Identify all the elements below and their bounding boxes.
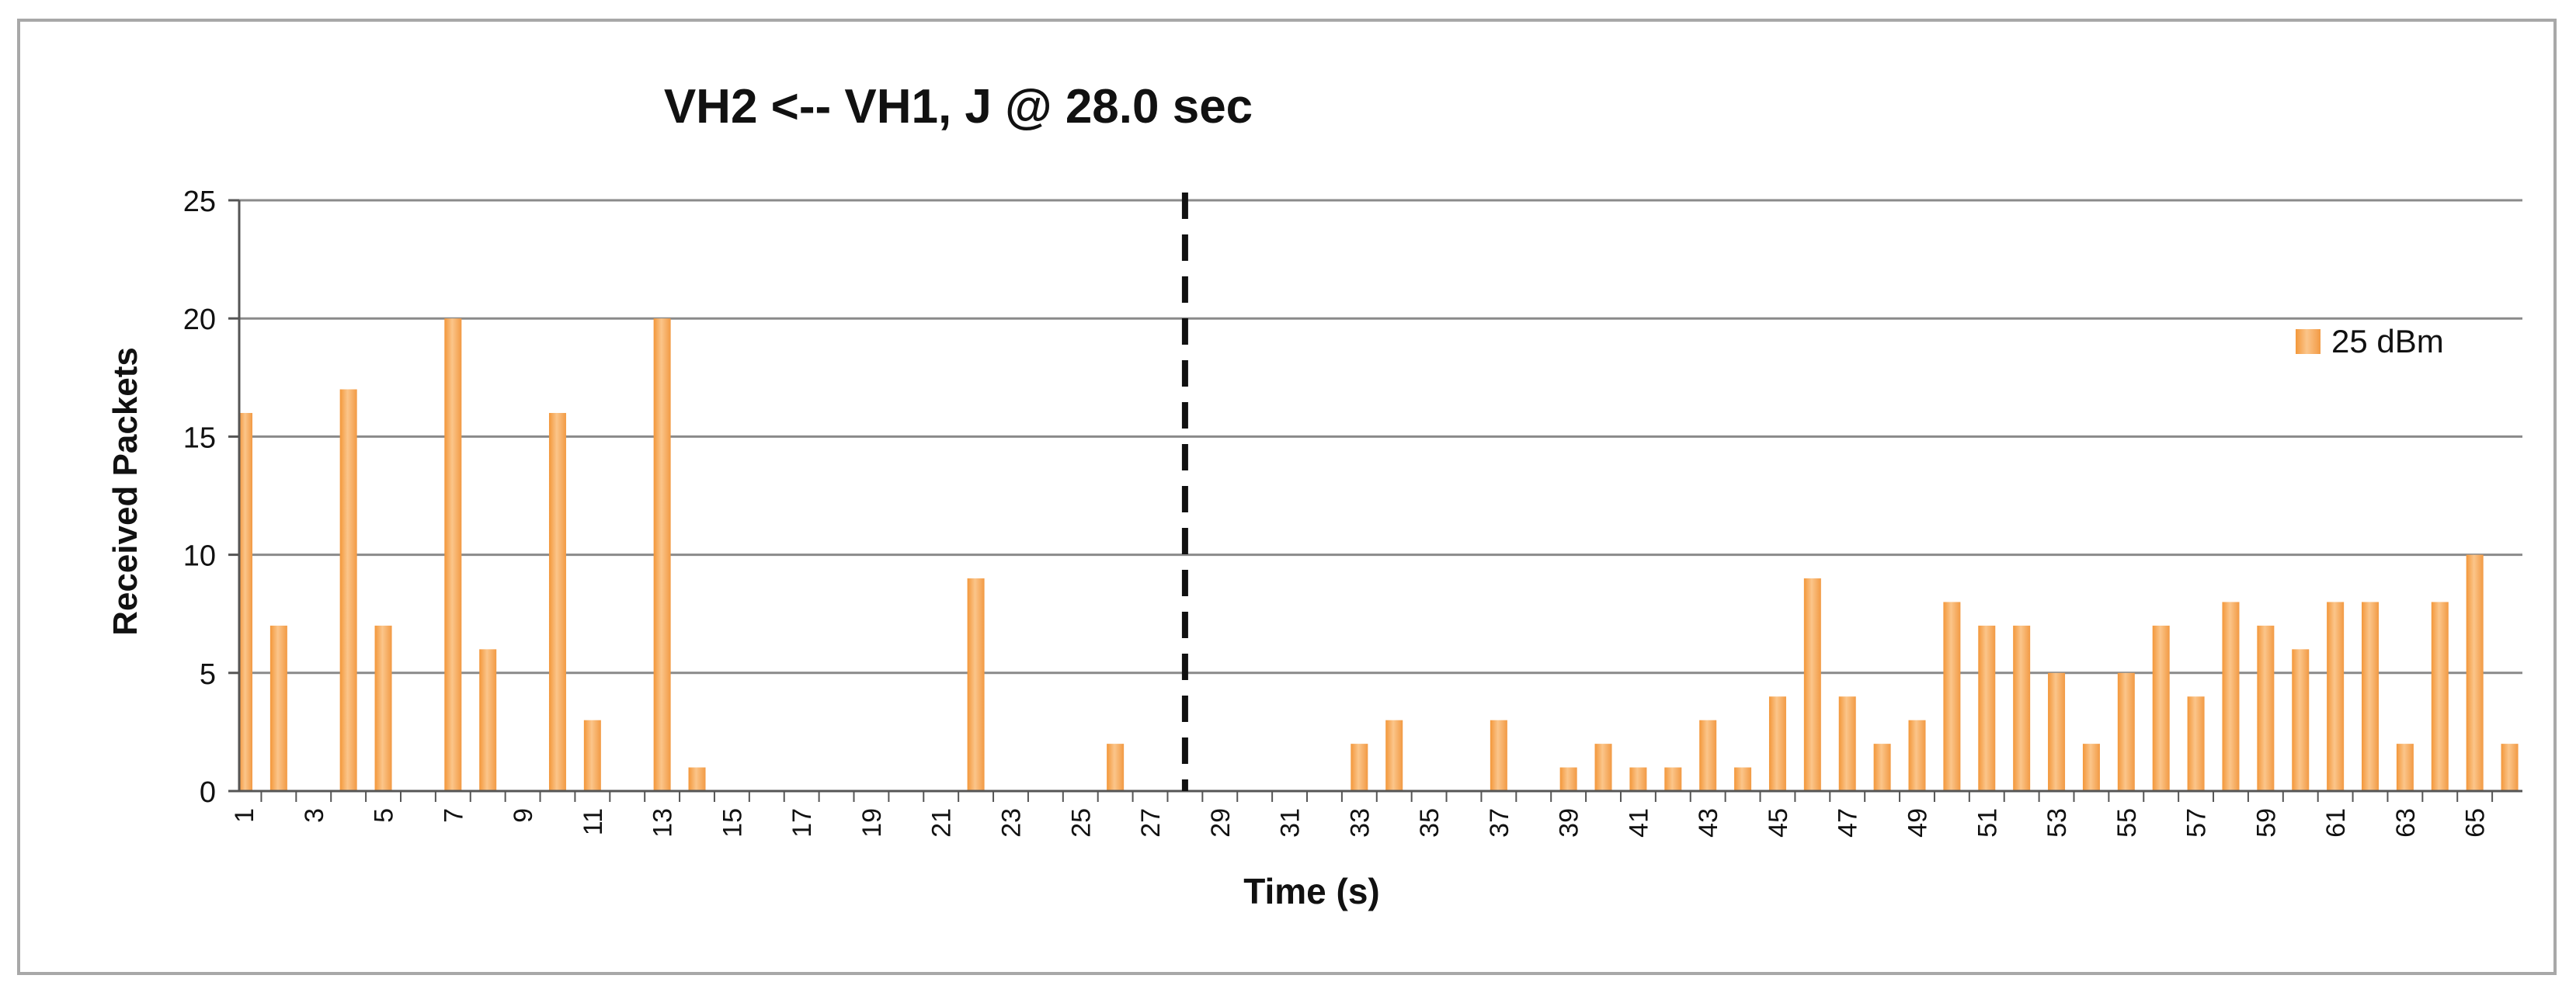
- x-tick-label: 59: [2251, 808, 2281, 838]
- x-tick-label: 33: [1345, 808, 1375, 838]
- x-tick-label: 35: [1415, 808, 1444, 838]
- bar: [2431, 602, 2449, 791]
- x-tick-label: 5: [370, 808, 399, 823]
- bar: [2327, 602, 2345, 791]
- axes: [228, 199, 2522, 802]
- bar: [2222, 602, 2240, 791]
- bar: [2048, 672, 2066, 791]
- bar: [2292, 649, 2310, 791]
- bar: [444, 318, 462, 791]
- x-tick-label: 51: [1973, 808, 2002, 838]
- bar: [2396, 744, 2414, 791]
- bar: [1490, 720, 1507, 791]
- x-tick-label: 25: [1066, 808, 1096, 838]
- bar: [1559, 767, 1577, 791]
- bar: [2013, 625, 2031, 791]
- x-tick-label: 11: [579, 808, 608, 835]
- bar: [1385, 720, 1403, 791]
- bar: [374, 625, 392, 791]
- y-tick-label: 10: [183, 540, 216, 573]
- bar: [339, 389, 357, 791]
- x-tick-label: 45: [1764, 808, 1793, 838]
- x-tick-label: 43: [1694, 808, 1723, 838]
- bar: [1699, 720, 1717, 791]
- y-tick-label: 25: [183, 186, 216, 218]
- bar: [2082, 744, 2100, 791]
- bar: [2117, 672, 2135, 791]
- x-tick-label: 3: [300, 808, 329, 823]
- bar: [2257, 625, 2275, 791]
- y-tick-label: 20: [183, 304, 216, 336]
- y-tick-labels: 0 5 10 15 20 25: [183, 186, 216, 809]
- x-axis-label: Time (s): [1243, 871, 1380, 911]
- x-tick-label: 17: [787, 808, 817, 838]
- legend: 25 dBm: [2296, 323, 2444, 359]
- bar: [1838, 696, 1856, 791]
- bar: [1629, 767, 1647, 791]
- y-tick-label: 15: [183, 422, 216, 454]
- bar: [1873, 744, 1891, 791]
- bar: [2187, 696, 2205, 791]
- x-tick-label: 63: [2391, 808, 2421, 838]
- x-tick-label: 39: [1555, 808, 1584, 838]
- x-tick-label: 53: [2042, 808, 2072, 838]
- x-tick-label: 27: [1136, 808, 1166, 838]
- y-axis-label: Received Packets: [106, 347, 144, 636]
- x-tick-label: 21: [927, 808, 957, 838]
- bar: [653, 318, 671, 791]
- x-tick-labels: 1 3 5 7 9 11 13 15 17 19 21 23 25 27 29 31 33 35 37 39 41 43 4…: [230, 808, 2491, 838]
- x-tick-label: 9: [509, 808, 538, 823]
- bar: [2501, 744, 2519, 791]
- bar: [1768, 696, 1786, 791]
- gridlines: [239, 199, 2522, 675]
- x-tick-label: 19: [857, 808, 887, 838]
- x-tick-label: 29: [1206, 808, 1236, 838]
- bars: [239, 318, 2519, 791]
- y-tick-label: 0: [200, 776, 216, 809]
- x-tick-label: 23: [996, 808, 1026, 838]
- bar: [239, 412, 252, 791]
- x-tick-label: 7: [439, 808, 468, 823]
- x-tick-label: 37: [1485, 808, 1514, 838]
- x-tick-label: 13: [648, 808, 678, 838]
- x-tick-label: 49: [1903, 808, 1933, 838]
- bar: [1107, 744, 1125, 791]
- bar: [1803, 578, 1821, 791]
- x-tick-label: 15: [718, 808, 747, 838]
- bar: [688, 767, 706, 791]
- bar: [2152, 625, 2170, 791]
- x-tick-label: 47: [1834, 808, 1863, 838]
- bar: [1908, 720, 1926, 791]
- bar: [1594, 744, 1612, 791]
- bar: [269, 625, 287, 791]
- bar: [1978, 625, 1996, 791]
- bar: [2466, 554, 2484, 791]
- x-tick-label: 55: [2112, 808, 2142, 838]
- bar: [479, 649, 497, 791]
- bar: [2362, 602, 2380, 791]
- x-tick-label: 65: [2461, 808, 2491, 838]
- bar: [1734, 767, 1752, 791]
- x-tick-label: 1: [230, 808, 259, 823]
- chart-title: VH2 <-- VH1, J @ 28.0 sec: [664, 80, 1253, 134]
- bar: [967, 578, 985, 791]
- legend-label: 25 dBm: [2331, 323, 2444, 359]
- x-tick-label: 61: [2321, 808, 2351, 838]
- legend-swatch: [2296, 329, 2320, 354]
- x-tick-label: 57: [2182, 808, 2212, 838]
- bar: [548, 412, 566, 791]
- x-tick-label: 41: [1624, 808, 1653, 838]
- y-tick-label: 5: [200, 658, 216, 691]
- bar: [1664, 767, 1682, 791]
- bar: [583, 720, 601, 791]
- bar: [1943, 602, 1961, 791]
- x-tick-label: 31: [1276, 808, 1305, 838]
- bar: [1351, 744, 1368, 791]
